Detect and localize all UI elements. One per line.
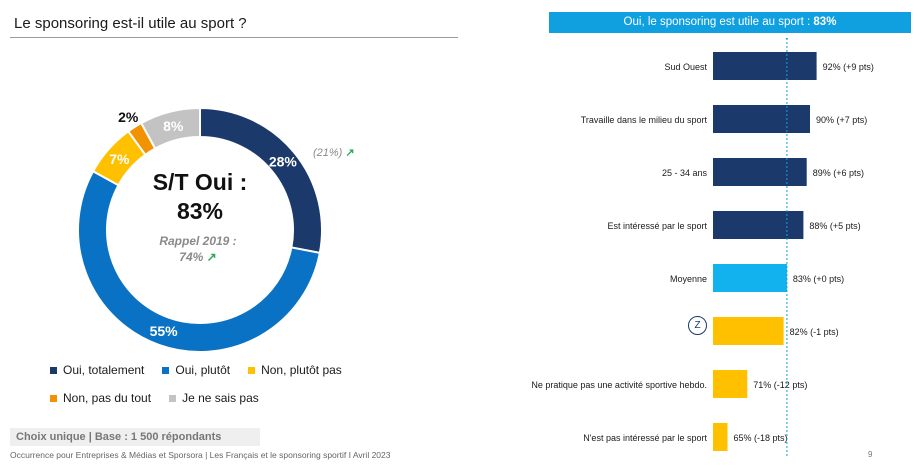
- bar: [713, 370, 748, 398]
- title-divider: [10, 37, 458, 38]
- legend-swatch: [169, 394, 177, 402]
- bar-chart: Sud Ouest 92% (+9 pts) Travaille dans le m…: [531, 38, 874, 458]
- slice-label: 7%: [109, 151, 130, 167]
- legend-swatch: [162, 366, 170, 374]
- value-label: 92% (+9 pts): [823, 62, 874, 72]
- slice-label: 55%: [150, 323, 179, 339]
- legend-label: Je ne sais pas: [182, 391, 259, 405]
- donut-chart: 28% 55% 7% 2% 8%: [77, 106, 323, 353]
- category-label: Sud Ouest: [664, 62, 707, 72]
- value-label: 90% (+7 pts): [816, 115, 867, 125]
- slice-label: 8%: [163, 118, 184, 134]
- category-label: N'est pas intéressé par le sport: [583, 433, 707, 443]
- legend-label: Non, plutôt pas: [261, 363, 342, 377]
- bar: [713, 264, 787, 292]
- legend-label: Oui, plutôt: [175, 363, 231, 377]
- legend-item: Non, plutôt pas: [248, 363, 342, 377]
- legend-swatch: [50, 394, 57, 402]
- legend-item: Je ne sais pas: [169, 391, 259, 405]
- bar: [713, 423, 728, 451]
- slice-label: 2%: [118, 109, 139, 125]
- z-circle-icon: Z: [688, 316, 707, 335]
- bar: [713, 317, 784, 345]
- category-label: Est intéressé par le sport: [607, 221, 707, 231]
- value-label: 89% (+6 pts): [813, 168, 864, 178]
- bar: [713, 158, 807, 186]
- headline-banner: Oui, le sponsoring est utile au sport : …: [549, 12, 911, 33]
- donut-slice: [139, 106, 201, 150]
- rappel-line2: 74%: [179, 250, 204, 264]
- slice-label: 28%: [269, 153, 298, 169]
- donut-center-line2: 83%: [176, 198, 224, 224]
- value-label: 65% (-18 pts): [734, 433, 788, 443]
- value-label: 71% (-12 pts): [753, 380, 807, 390]
- value-label: 82% (-1 pts): [790, 327, 839, 337]
- bar: [713, 52, 817, 80]
- reference-marker: [785, 38, 789, 40]
- base-box: [10, 428, 260, 446]
- source-note: Occurrence pour Entreprises & Médias et …: [10, 450, 391, 460]
- donut-center-label: S/T Oui : 83%: [120, 168, 280, 226]
- headline-text: Oui, le sponsoring est utile au sport :: [623, 16, 814, 28]
- rappel-2019: Rappel 2019 : 74% ↗: [128, 233, 268, 265]
- legend-item: Non, pas du tout: [50, 391, 151, 405]
- rappel-side-value: (21%): [313, 147, 343, 159]
- legend-label: Non, pas du tout: [63, 391, 152, 405]
- legend-row-2: Non, pas du tout Je ne sais pas: [50, 391, 277, 405]
- category-label: Ne pratique pas une activité sportive he…: [531, 380, 707, 390]
- category-label: Moyenne: [670, 274, 707, 284]
- legend-row-1: Oui, totalement Oui, plutôt Non, plutôt …: [50, 363, 360, 377]
- legend-item: Oui, plutôt: [162, 363, 230, 377]
- legend-swatch: [50, 366, 57, 374]
- rappel-side-note: (21%) ↗: [313, 146, 355, 159]
- legend-item: Oui, totalement: [50, 363, 144, 377]
- donut-center-line1: S/T Oui :: [152, 169, 248, 195]
- page-number: 9: [868, 450, 873, 459]
- legend-label: Oui, totalement: [63, 363, 145, 377]
- trend-up-icon: ↗: [345, 147, 355, 159]
- value-label: 83% (+0 pts): [793, 274, 844, 284]
- trend-up-icon: ↗: [206, 250, 217, 264]
- page-title: Le sponsoring est-il utile au sport ?: [14, 15, 247, 32]
- category-label: Travaille dans le milieu du sport: [581, 115, 708, 125]
- headline-value: 83%: [813, 16, 837, 28]
- base-note: Choix unique | Base : 1 500 répondants: [16, 431, 222, 443]
- rappel-line1: Rappel 2019 :: [159, 234, 237, 248]
- donut-slice: [77, 169, 322, 353]
- legend-swatch: [248, 366, 256, 374]
- bar: [713, 211, 804, 239]
- value-label: 88% (+5 pts): [809, 221, 860, 231]
- category-label: 25 - 34 ans: [662, 168, 708, 178]
- bar: [713, 105, 810, 133]
